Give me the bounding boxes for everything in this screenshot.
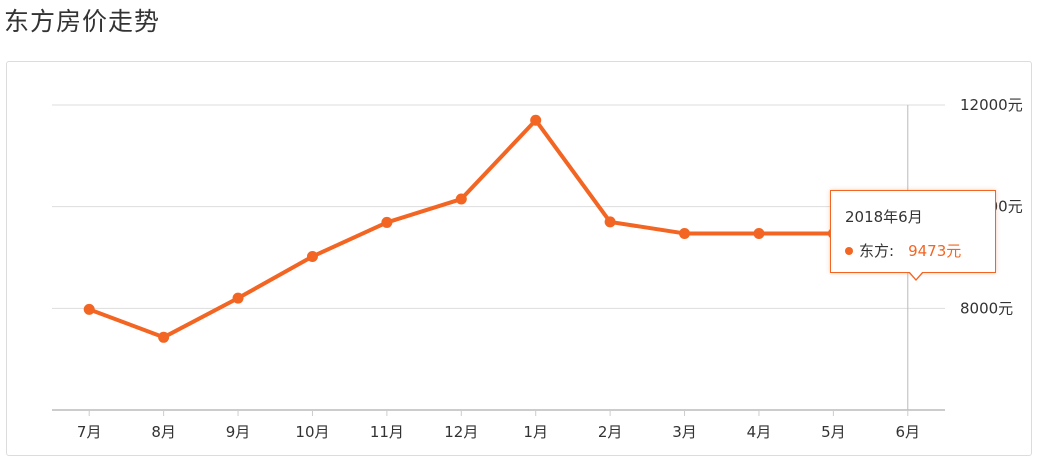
x-tick-label: 10月 [295, 423, 329, 441]
data-point[interactable] [381, 216, 393, 228]
x-tick-label: 9月 [226, 423, 251, 441]
data-point[interactable] [158, 331, 170, 343]
x-tick-label: 5月 [821, 423, 846, 441]
tooltip-series-label: 东方: [859, 242, 895, 260]
data-point[interactable] [455, 193, 467, 205]
x-tick-label: 8月 [151, 423, 176, 441]
series-line [87, 118, 910, 340]
data-point[interactable] [679, 227, 691, 239]
x-tick-label: 4月 [747, 423, 772, 441]
x-tick-label: 7月 [77, 423, 102, 441]
series-dot-icon [845, 247, 853, 255]
tooltip-row: 东方: 9473元 [845, 240, 961, 261]
data-point[interactable] [753, 227, 765, 239]
x-tick-label: 6月 [896, 423, 921, 441]
data-point[interactable] [83, 303, 95, 315]
data-tooltip: 2018年6月 东方: 9473元 [830, 190, 996, 281]
data-point[interactable] [306, 250, 318, 262]
chart-card: 8000元10000元12000元7月8月9月10月11月12月1月2月3月4月… [6, 61, 1032, 456]
tooltip-value: 9473元 [908, 242, 962, 260]
page-title: 东方房价走势 [4, 7, 161, 36]
data-point[interactable] [604, 216, 616, 228]
tooltip-title: 2018年6月 [845, 208, 923, 226]
x-tick-label: 3月 [672, 423, 697, 441]
data-point[interactable] [530, 114, 542, 126]
x-tick-label: 2月 [598, 423, 623, 441]
y-tick-label: 12000元 [960, 96, 1023, 114]
x-tick-label: 11月 [370, 423, 404, 441]
x-tick-label: 1月 [523, 423, 548, 441]
x-tick-label: 12月 [444, 423, 478, 441]
y-tick-label: 8000元 [960, 299, 1013, 317]
data-point[interactable] [232, 292, 244, 304]
